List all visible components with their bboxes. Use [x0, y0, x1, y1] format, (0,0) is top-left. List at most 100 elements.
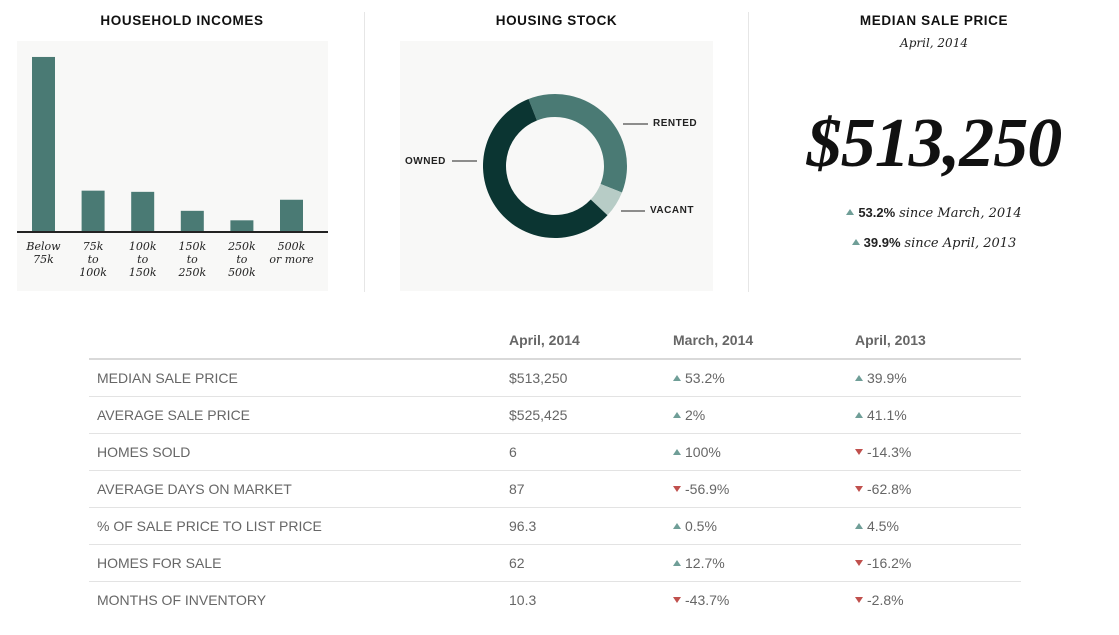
change-value: -62.8%	[867, 480, 912, 497]
change-value: 2%	[685, 406, 706, 423]
income-tick-label: 250k	[177, 266, 206, 279]
price-change-april: 39.9% since April, 2013	[749, 234, 1119, 251]
up-arrow-icon	[673, 559, 681, 566]
row-change-march: -43.7%	[673, 581, 855, 618]
change-value: 41.1%	[867, 406, 907, 423]
table-row: MEDIAN SALE PRICE $513,250 53.2% 39.9%	[89, 359, 1021, 397]
down-arrow-icon	[855, 596, 863, 603]
row-value: 10.3	[509, 591, 537, 608]
income-tick-label: to	[88, 253, 99, 266]
row-change-march: 0.5%	[673, 507, 855, 545]
table-row: HOMES FOR SALE 62 12.7% -16.2%	[89, 544, 1021, 582]
change-value: -14.3%	[867, 443, 912, 460]
donut-slice-owned	[483, 99, 608, 238]
household-incomes-title: HOUSEHOLD INCOMES	[100, 13, 264, 28]
donut-label-vacant: VACANT	[650, 205, 694, 216]
market-stats-table: April, 2014 March, 2014 April, 2013 MEDI…	[89, 322, 1021, 618]
up-arrow-icon	[673, 374, 681, 381]
change-value: 39.9%	[867, 369, 907, 386]
down-arrow-icon	[855, 559, 863, 566]
up-arrow-icon	[673, 522, 681, 529]
income-bar	[280, 199, 303, 231]
price-change-march: 53.2% since March, 2014	[749, 204, 1119, 221]
panel-divider	[364, 12, 365, 292]
table-header-april-2014: April, 2014	[509, 322, 673, 360]
housing-stock-title: HOUSING STOCK	[495, 13, 618, 28]
table-row: MONTHS OF INVENTORY 10.3 -43.7% -2.8%	[89, 581, 1021, 618]
table-header-label	[89, 322, 509, 360]
median-sale-price-date: April, 2014	[900, 36, 968, 50]
row-value: 62	[509, 544, 673, 582]
housing-stock-panel: HOUSING STOCK RENTED VACANT OWNED	[365, 0, 748, 292]
up-arrow-icon	[855, 411, 863, 418]
row-value: $513,250	[509, 359, 673, 397]
row-value: 6	[509, 433, 673, 471]
row-label: AVERAGE SALE PRICE	[89, 396, 509, 434]
price-change-pct: 39.9%	[863, 235, 901, 250]
change-value: 0.5%	[685, 517, 717, 534]
row-label: HOMES SOLD	[89, 433, 509, 471]
change-value: -2.8%	[867, 591, 904, 608]
row-value: 96.3	[509, 507, 673, 545]
row-label: HOMES FOR SALE	[89, 544, 509, 582]
housing-stock-donut-chart	[452, 93, 648, 238]
row-label: % OF SALE PRICE TO LIST PRICE	[89, 507, 509, 545]
income-tick-label: Below	[25, 240, 61, 253]
table-row: AVERAGE SALE PRICE $525,425 2% 41.1%	[89, 396, 1021, 434]
median-sale-price-panel: MEDIAN SALE PRICE April, 2014 $513,250 5…	[749, 0, 1119, 292]
change-value: -56.9%	[685, 480, 730, 497]
row-change-march: 53.2%	[673, 359, 855, 397]
income-tick-label: to	[137, 253, 148, 266]
table-header-row: April, 2014 March, 2014 April, 2013	[89, 322, 1021, 360]
up-arrow-icon	[851, 239, 860, 245]
row-value: 87	[509, 470, 673, 508]
income-tick-label: 500k	[228, 266, 256, 279]
table-row: AVERAGE DAYS ON MARKET 87 -56.9% -62.8%	[89, 470, 1021, 508]
down-arrow-icon	[673, 596, 681, 603]
change-value: -16.2%	[867, 554, 912, 571]
income-tick-label: to	[236, 253, 247, 266]
income-tick-label: 150k	[178, 240, 206, 253]
price-change-pct: 53.2%	[858, 205, 896, 220]
row-change-april: 4.5%	[855, 507, 1021, 545]
row-label: MONTHS OF INVENTORY	[97, 591, 267, 608]
housing-stock-chart-area	[400, 41, 713, 291]
income-bar	[180, 210, 204, 231]
row-label: AVERAGE DAYS ON MARKET	[89, 470, 509, 508]
change-value: 100%	[685, 443, 721, 460]
row-change-march: 12.7%	[673, 544, 855, 582]
table-row: % OF SALE PRICE TO LIST PRICE 96.3 0.5% 4.5…	[89, 507, 1021, 545]
income-tick-label: or more	[269, 253, 314, 266]
table-header-march-2014: March, 2014	[673, 322, 855, 360]
up-arrow-icon	[855, 374, 863, 381]
row-label: MEDIAN SALE PRICE	[89, 359, 509, 397]
row-change-april: -2.8%	[855, 581, 1021, 618]
down-arrow-icon	[673, 485, 681, 492]
donut-slice-vacant	[590, 184, 622, 216]
table-header-april-2013: April, 2013	[855, 322, 1021, 360]
income-tick-label: 75k	[83, 240, 104, 253]
household-incomes-chart: Below75k75kto100k100kto150k150kto250k250…	[17, 56, 328, 279]
income-tick-label: 75k	[33, 253, 54, 266]
row-change-april: -14.3%	[855, 433, 1021, 471]
income-tick-label: to	[187, 253, 198, 266]
price-change-since: since April, 2013	[904, 236, 1017, 251]
down-arrow-icon	[855, 448, 863, 455]
change-value: -43.7%	[685, 591, 730, 608]
up-arrow-icon	[673, 411, 681, 418]
median-sale-price-title: MEDIAN SALE PRICE	[859, 13, 1009, 28]
row-change-april: -62.8%	[855, 470, 1021, 508]
up-arrow-icon	[673, 448, 681, 455]
donut-slice-rented	[528, 93, 627, 193]
income-tick-label: 250k	[227, 240, 256, 253]
household-incomes-chart-area	[17, 41, 328, 291]
row-change-april: 41.1%	[855, 396, 1021, 434]
panel-divider	[748, 12, 749, 292]
income-bar	[81, 190, 105, 231]
row-change-march: -56.9%	[673, 470, 855, 508]
income-tick-label: 100k	[129, 240, 157, 253]
income-tick-label: 100k	[79, 266, 107, 279]
up-arrow-icon	[846, 209, 855, 215]
income-bar	[131, 191, 155, 231]
down-arrow-icon	[855, 485, 863, 492]
